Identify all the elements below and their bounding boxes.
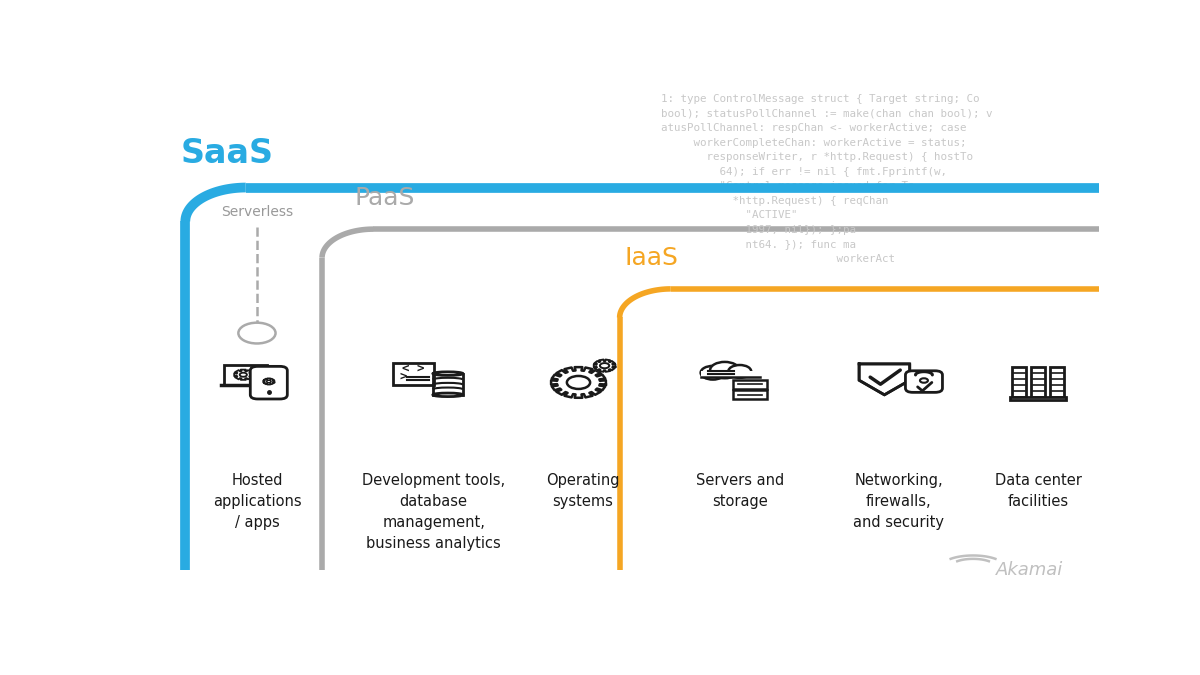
- Text: IaaS: IaaS: [624, 246, 678, 270]
- Circle shape: [920, 378, 928, 383]
- FancyBboxPatch shape: [223, 364, 268, 385]
- Polygon shape: [594, 360, 616, 372]
- Text: workerAct: workerAct: [648, 254, 894, 264]
- Text: Operating
systems: Operating systems: [546, 473, 619, 510]
- Text: *http.Request) { reqChan: *http.Request) { reqChan: [648, 196, 888, 206]
- Polygon shape: [263, 378, 275, 385]
- Text: >: >: [400, 370, 408, 383]
- Text: Akamai: Akamai: [996, 560, 1063, 578]
- Text: atusPollChannel: respChan <- workerActive; case: atusPollChannel: respChan <- workerActiv…: [648, 123, 966, 133]
- Circle shape: [701, 366, 725, 379]
- Text: SaaS: SaaS: [181, 137, 274, 170]
- FancyBboxPatch shape: [733, 390, 767, 399]
- FancyBboxPatch shape: [433, 374, 463, 395]
- FancyBboxPatch shape: [1012, 367, 1026, 398]
- Polygon shape: [551, 367, 606, 398]
- Text: PaaS: PaaS: [355, 186, 415, 210]
- FancyBboxPatch shape: [251, 367, 287, 399]
- Text: nt64. }); func ma: nt64. }); func ma: [648, 240, 856, 250]
- Circle shape: [710, 362, 739, 378]
- FancyBboxPatch shape: [392, 363, 433, 385]
- Text: "ACTIVE": "ACTIVE": [648, 211, 797, 221]
- Text: 64); if err != nil { fmt.Fprintf(w,: 64); if err != nil { fmt.Fprintf(w,: [648, 167, 947, 177]
- FancyBboxPatch shape: [1031, 367, 1045, 398]
- Polygon shape: [234, 370, 252, 380]
- Text: responseWriter, r *http.Request) { hostTo: responseWriter, r *http.Request) { hostT…: [648, 152, 972, 162]
- Text: workerCompleteChan: workerActive = status;: workerCompleteChan: workerActive = statu…: [648, 138, 966, 148]
- Polygon shape: [859, 364, 910, 395]
- Text: < >: < >: [402, 362, 425, 375]
- Ellipse shape: [433, 393, 463, 397]
- Ellipse shape: [433, 372, 463, 375]
- FancyBboxPatch shape: [1050, 367, 1064, 398]
- Circle shape: [240, 373, 247, 377]
- FancyBboxPatch shape: [1010, 398, 1066, 400]
- FancyBboxPatch shape: [701, 371, 760, 377]
- Text: 1997, nil}); };pa: 1997, nil}); };pa: [648, 225, 856, 235]
- Text: Data center
facilities: Data center facilities: [995, 473, 1081, 510]
- Circle shape: [566, 376, 590, 389]
- Text: "Control message issued for Ta: "Control message issued for Ta: [648, 182, 914, 191]
- Circle shape: [728, 365, 751, 378]
- Text: Development tools,
database
management,
business analytics: Development tools, database management, …: [362, 473, 505, 551]
- Text: Servers and
storage: Servers and storage: [696, 473, 785, 510]
- Text: 1: type ControlMessage struct { Target string; Co: 1: type ControlMessage struct { Target s…: [648, 94, 979, 104]
- Circle shape: [239, 323, 276, 344]
- Text: Hosted
applications
/ apps: Hosted applications / apps: [212, 473, 301, 531]
- Text: bool); statusPollChannel := make(chan chan bool); v: bool); statusPollChannel := make(chan ch…: [648, 109, 992, 119]
- FancyBboxPatch shape: [906, 371, 942, 392]
- Circle shape: [266, 380, 271, 383]
- FancyBboxPatch shape: [733, 380, 767, 389]
- Circle shape: [600, 363, 610, 369]
- Text: Serverless: Serverless: [221, 205, 293, 219]
- Text: Networking,
firewalls,
and security: Networking, firewalls, and security: [853, 473, 944, 531]
